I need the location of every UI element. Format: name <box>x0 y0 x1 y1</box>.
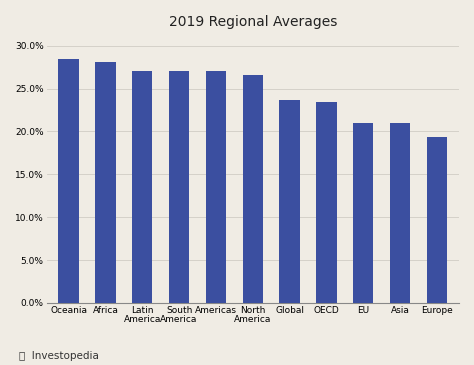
Bar <box>132 72 153 303</box>
Bar <box>390 123 410 303</box>
Bar <box>353 123 374 303</box>
Bar <box>280 100 300 303</box>
Bar <box>206 72 226 303</box>
Bar <box>427 137 447 303</box>
Bar <box>169 72 189 303</box>
Bar <box>58 59 79 303</box>
Bar <box>243 75 263 303</box>
Title: 2019 Regional Averages: 2019 Regional Averages <box>169 15 337 29</box>
Bar <box>95 62 116 303</box>
Bar <box>316 102 337 303</box>
Text: ⭯  Investopedia: ⭯ Investopedia <box>19 351 99 361</box>
